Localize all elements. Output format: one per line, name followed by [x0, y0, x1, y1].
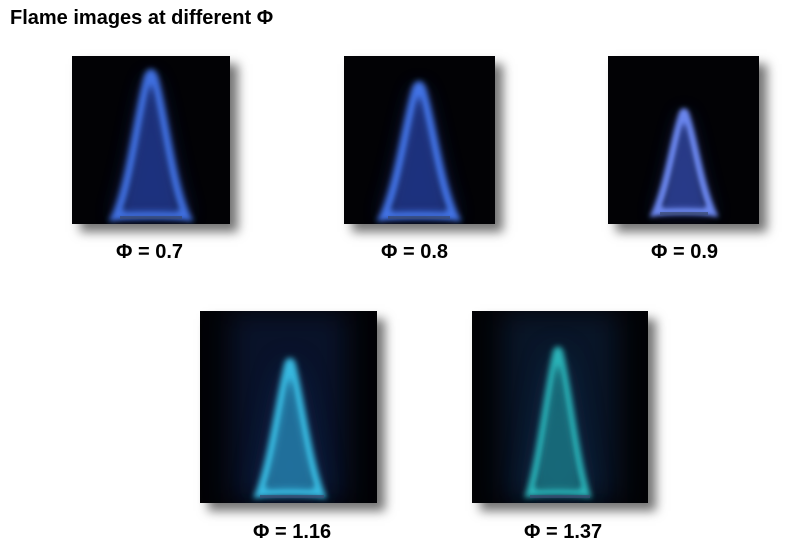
- flame-image-5: [472, 311, 648, 503]
- flame-image-3: [608, 56, 759, 224]
- flame-4-graphic: [230, 311, 347, 503]
- flame-image-4: [200, 311, 377, 503]
- flame-2-graphic: [376, 81, 462, 222]
- flame-1-graphic: [108, 69, 194, 222]
- phi-label-3: Φ = 0.9: [651, 241, 719, 263]
- phi-label-4: Φ = 1.16: [253, 521, 332, 543]
- phi-label-5: Φ = 1.37: [524, 521, 603, 543]
- flame-5-graphic: [502, 311, 618, 503]
- page-title: Flame images at different Φ: [10, 7, 274, 29]
- phi-label-1: Φ = 0.7: [116, 241, 184, 263]
- flame-3-graphic: [649, 108, 719, 218]
- flame-image-1: [72, 56, 230, 224]
- flame-image-2: [344, 56, 495, 224]
- phi-label-2: Φ = 0.8: [381, 241, 449, 263]
